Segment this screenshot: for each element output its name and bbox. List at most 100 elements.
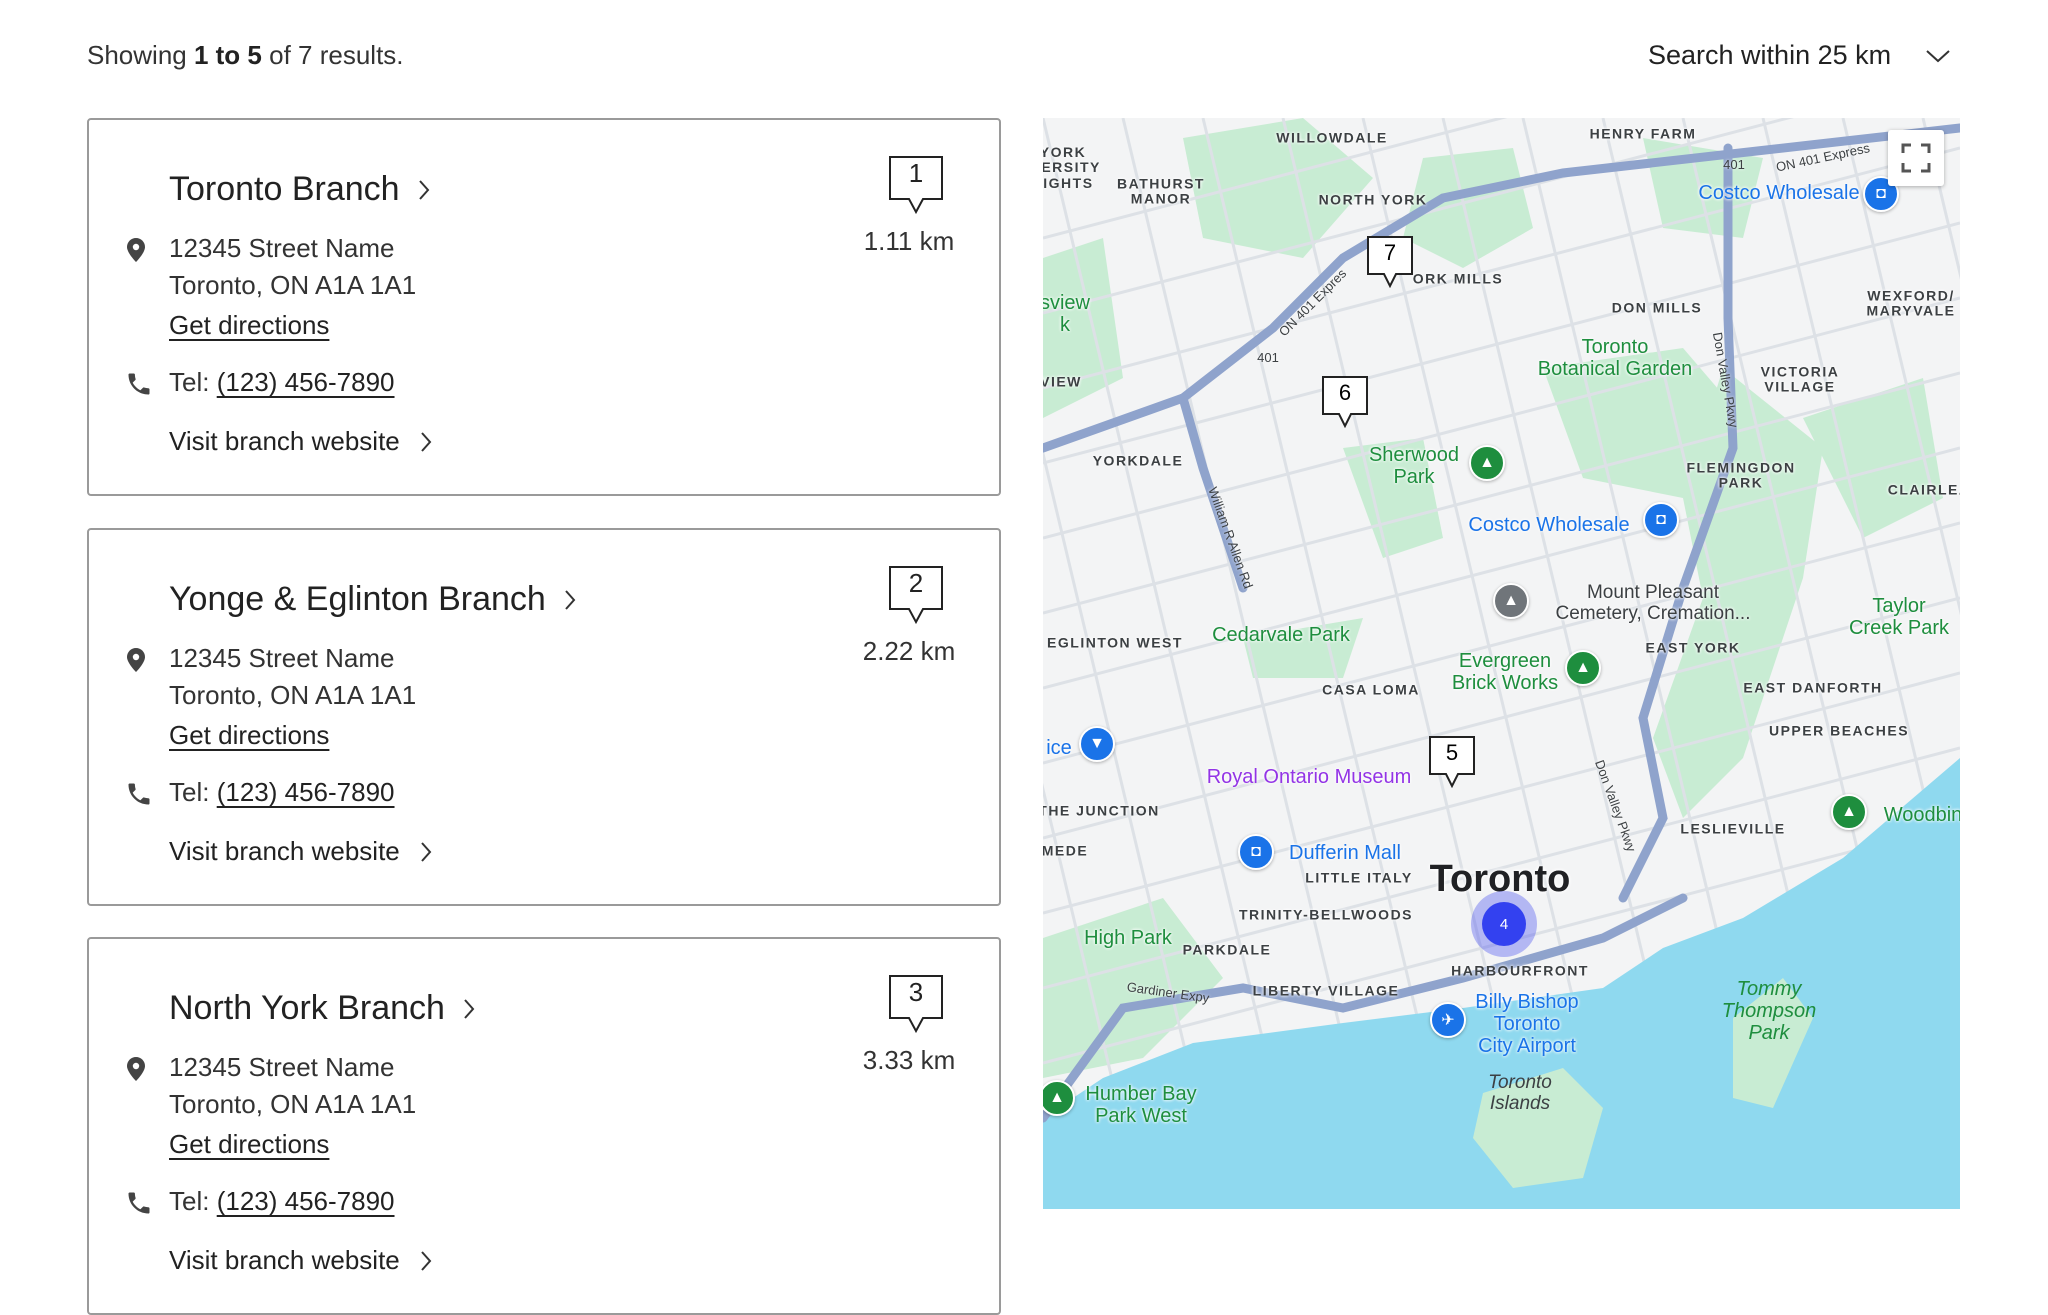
marker-callout-icon: [889, 156, 943, 215]
map-label-toronto: Toronto: [1429, 858, 1571, 901]
map-label-humber[interactable]: Humber Bay Park West: [1085, 1083, 1197, 1127]
map-label-costco2[interactable]: Costco Wholesale: [1698, 182, 1860, 204]
spit: [1733, 978, 1813, 1108]
map-label-cedarvale[interactable]: Cedarvale Park: [1212, 624, 1350, 646]
map-label-taylor-creek[interactable]: Taylor Creek Park: [1848, 595, 1950, 639]
phone-link[interactable]: (123) 456-7890: [216, 1186, 395, 1216]
visit-website-link[interactable]: Visit branch website: [169, 1245, 432, 1276]
marker-number: 5: [1445, 740, 1459, 765]
branch-phone: Tel: (123) 456-7890: [169, 1186, 395, 1217]
map-label-costco1[interactable]: Costco Wholesale: [1468, 514, 1630, 536]
map-label-don-mills: DON MILLS: [1611, 299, 1703, 316]
map-marker-badge: 1: [889, 156, 943, 215]
street: [1043, 596, 1960, 840]
address-line-1: 12345 Street Name: [169, 643, 395, 673]
park-tree-icon: ▲: [1043, 1080, 1075, 1116]
search-radius-dropdown[interactable]: Search within 25 km: [1648, 40, 1951, 71]
map-label-east-danforth: EAST DANFORTH: [1743, 679, 1883, 696]
map-cluster-marker[interactable]: 4: [1471, 891, 1537, 957]
map-label-liberty: LIBERTY VILLAGE: [1252, 982, 1400, 999]
branch-address: 12345 Street Name Toronto, ON A1A 1A1: [169, 640, 416, 714]
chevron-right-icon: [464, 998, 475, 1019]
get-directions-link[interactable]: Get directions: [169, 1129, 330, 1159]
phone-link[interactable]: (123) 456-7890: [216, 367, 395, 397]
map-label-view: VIEW: [1043, 373, 1082, 390]
map-label-hwy401b: 401: [1257, 349, 1279, 365]
map[interactable]: WILLOWDALE HENRY FARM NORTH YORK BATHURST M…: [1043, 118, 1960, 1209]
islands: [1473, 1068, 1603, 1188]
map-label-henry-farm: HENRY FARM: [1589, 125, 1697, 142]
park-tree-icon: ▲: [1831, 794, 1867, 830]
map-base: [1043, 118, 1960, 1209]
map-label-harbourfront: HARBOURFRONT: [1451, 962, 1589, 979]
get-directions-link[interactable]: Get directions: [169, 310, 330, 340]
branch-address: 12345 Street Name Toronto, ON A1A 1A1: [169, 1049, 416, 1123]
visit-website-label: Visit branch website: [169, 1245, 400, 1275]
map-label-sherwood[interactable]: Sherwood Park: [1368, 444, 1460, 488]
map-label-trinity: TRINITY-BELLWOODS: [1238, 906, 1414, 923]
branch-name: Toronto Branch: [169, 170, 400, 208]
summary-prefix: Showing: [87, 40, 187, 70]
branch-title-link[interactable]: North York Branch: [169, 989, 475, 1028]
map-label-high-park[interactable]: High Park: [1084, 927, 1172, 949]
map-label-ice[interactable]: ice: [1046, 737, 1072, 759]
visit-website-link[interactable]: Visit branch website: [169, 426, 432, 457]
cemetery-icon: ▲: [1493, 583, 1529, 619]
map-label-rom[interactable]: Royal Ontario Museum: [1206, 766, 1412, 788]
fullscreen-button[interactable]: [1888, 130, 1944, 186]
phone-icon: [128, 1192, 150, 1214]
street: [1043, 521, 1960, 765]
map-label-airport[interactable]: Billy Bishop Toronto City Airport: [1475, 991, 1579, 1057]
map-label-dufferin[interactable]: Dufferin Mall: [1289, 842, 1401, 864]
map-label-victoria-village: VICTORIA VILLAGE: [1760, 363, 1840, 395]
marker-callout-icon: [889, 566, 943, 625]
map-marker-6[interactable]: 6: [1322, 376, 1368, 429]
street: [1043, 746, 1960, 990]
address-line-1: 12345 Street Name: [169, 1052, 395, 1082]
branch-card: Toronto Branch 12345 Street Name Toronto…: [87, 118, 1001, 496]
location-pin-icon: [127, 1057, 145, 1081]
marker-number: 2: [908, 568, 924, 598]
get-directions-link[interactable]: Get directions: [169, 720, 330, 750]
street: [1043, 371, 1960, 615]
map-label-junction: THE JUNCTION: [1043, 802, 1160, 819]
map-label-botanical[interactable]: Toronto Botanical Garden: [1537, 336, 1693, 380]
chevron-right-icon: [418, 179, 429, 200]
map-label-upper-beaches: UPPER BEACHES: [1768, 722, 1910, 739]
branch-card: Yonge & Eglinton Branch 12345 Street Nam…: [87, 528, 1001, 906]
shopping-bag-icon: ◘: [1643, 502, 1679, 538]
cluster-count: 4: [1482, 902, 1526, 946]
map-marker-7[interactable]: 7: [1367, 236, 1413, 289]
map-label-woodbine[interactable]: Woodbin: [1883, 804, 1960, 826]
marker-number: 1: [908, 158, 924, 188]
branch-address: 12345 Street Name Toronto, ON A1A 1A1: [169, 230, 416, 304]
street: [1043, 146, 1960, 390]
branch-name: North York Branch: [169, 989, 445, 1027]
map-marker-5[interactable]: 5: [1429, 736, 1475, 789]
marker-number: 6: [1338, 380, 1352, 405]
chevron-right-icon: [421, 841, 432, 862]
street: [1043, 296, 1960, 540]
street: [1043, 671, 1960, 915]
branch-title-link[interactable]: Yonge & Eglinton Branch: [169, 580, 576, 619]
map-label-clairlea: CLAIRLEA-B: [1887, 481, 1960, 498]
location-pin-icon: [127, 238, 145, 262]
visit-website-link[interactable]: Visit branch website: [169, 836, 432, 867]
map-label-evergreen[interactable]: Evergreen Brick Works: [1451, 650, 1559, 694]
chevron-right-icon: [565, 589, 576, 610]
map-label-bathurst-manor: BATHURST MANOR: [1117, 175, 1205, 207]
phone-link[interactable]: (123) 456-7890: [216, 777, 395, 807]
results-summary: Showing 1 to 5 of 7 results.: [87, 40, 404, 71]
branch-title-link[interactable]: Toronto Branch: [169, 170, 430, 209]
map-label-leslieville: LESLIEVILLE: [1680, 820, 1786, 837]
map-label-sview[interactable]: sview k: [1043, 292, 1091, 336]
street: [1841, 118, 1960, 616]
map-label-east-york: EAST YORK: [1645, 639, 1741, 656]
location-pin-icon: [127, 648, 145, 672]
address-line-2: Toronto, ON A1A 1A1: [169, 270, 417, 300]
branch-phone: Tel: (123) 456-7890: [169, 367, 395, 398]
chevron-right-icon: [421, 431, 432, 452]
street: [1043, 118, 1794, 315]
tel-label: Tel:: [169, 367, 210, 397]
map-label-mount-pleasant: Mount Pleasant Cemetery, Cremation...: [1555, 582, 1751, 624]
